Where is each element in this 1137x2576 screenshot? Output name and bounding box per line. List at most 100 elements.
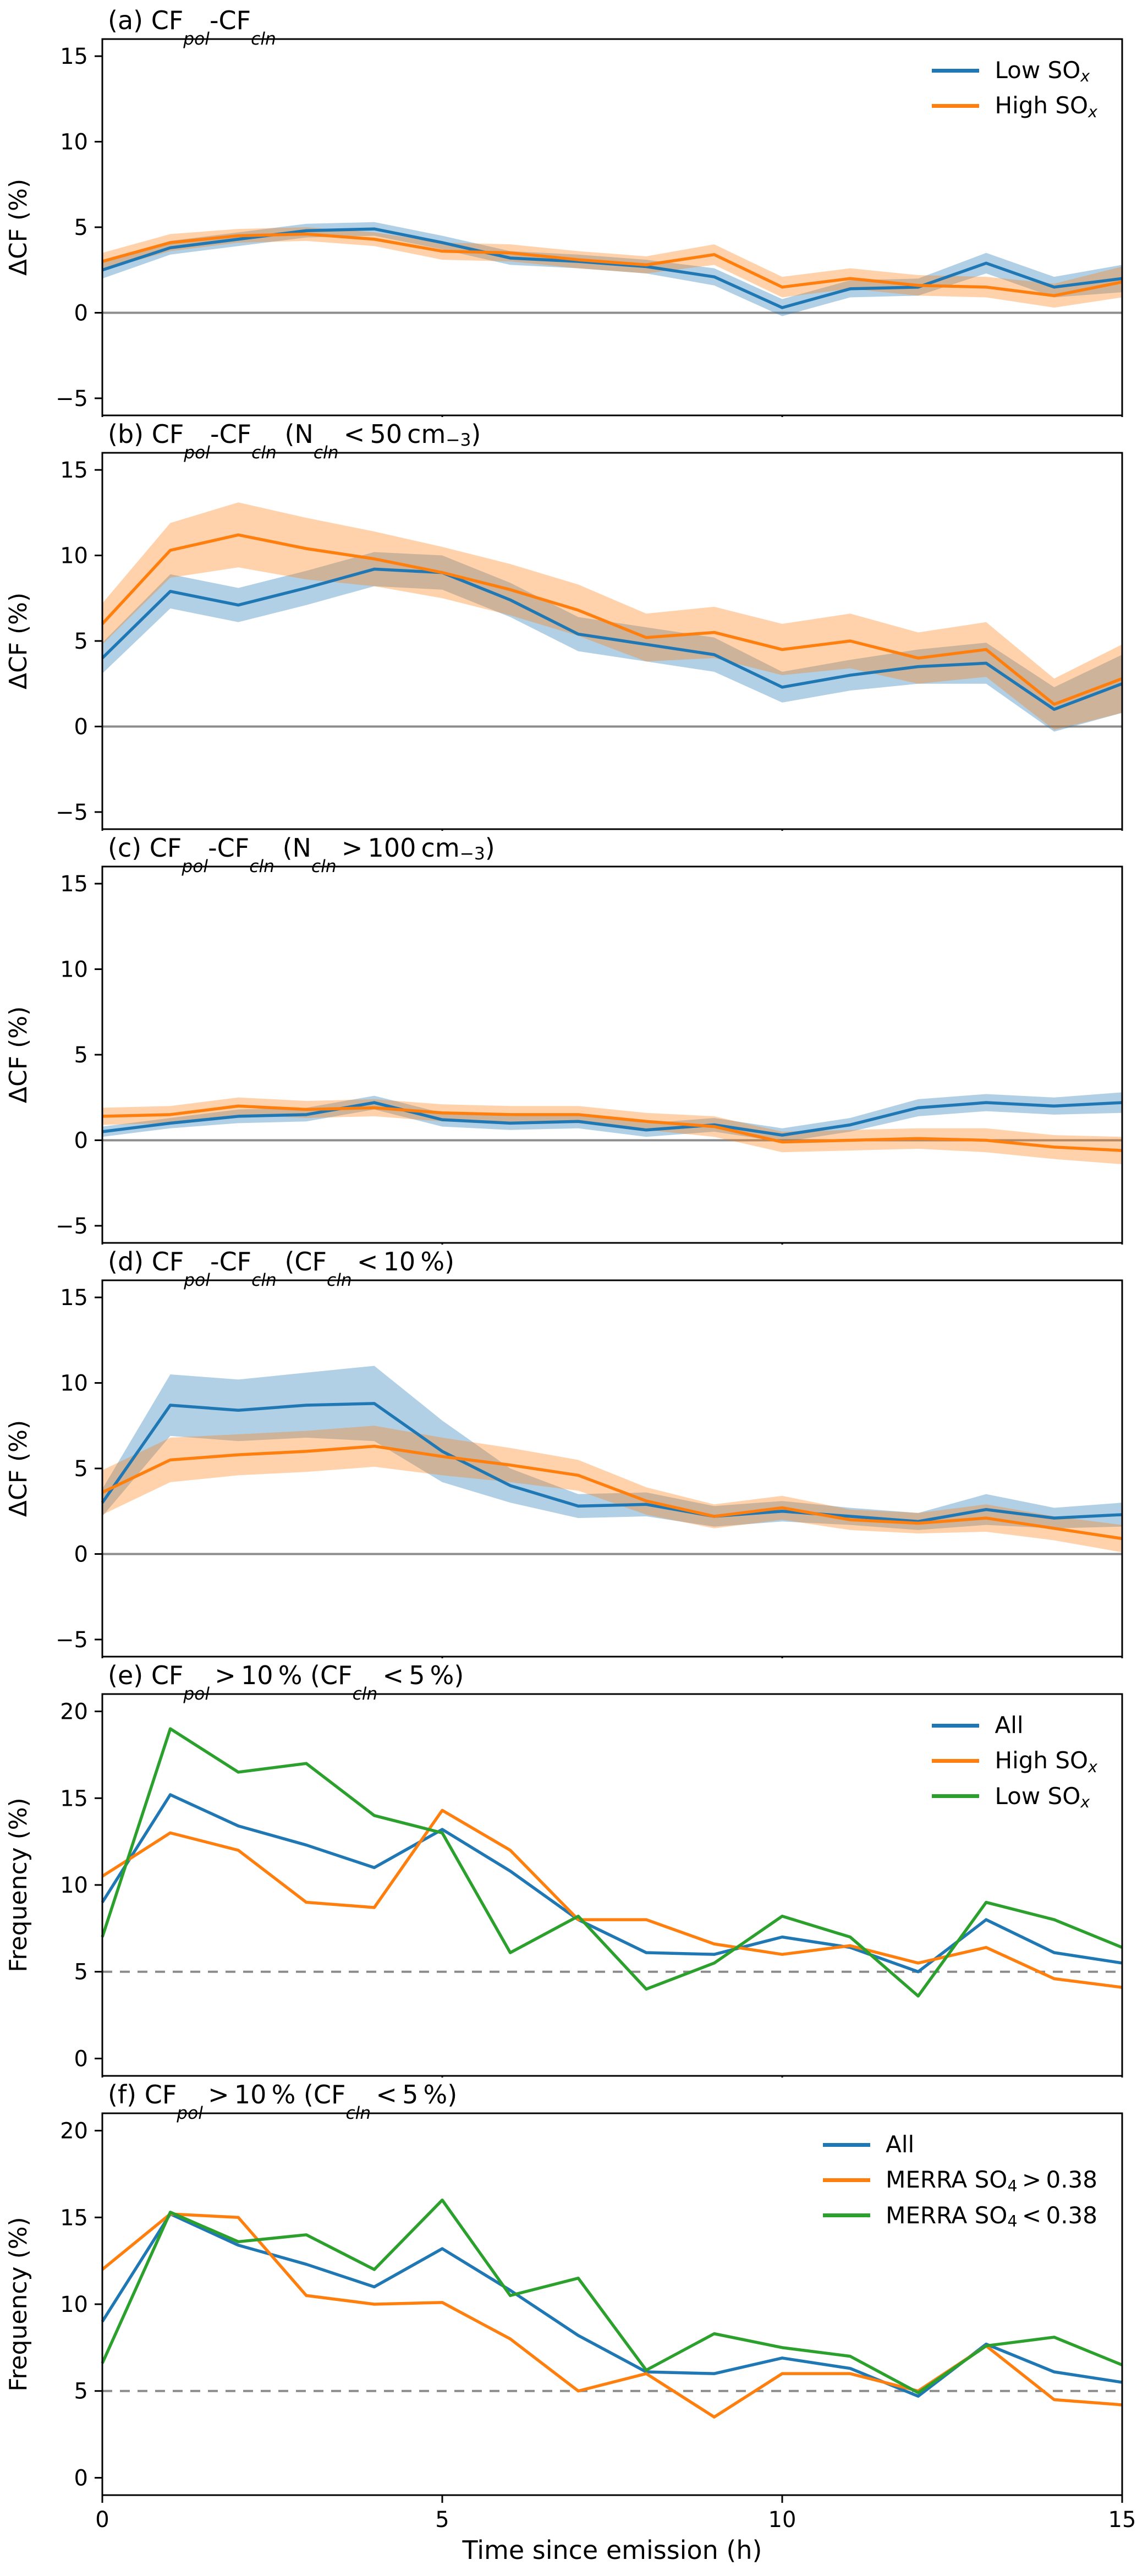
series-band [102,552,1122,732]
y-axis-title: Frequency (%) [4,1797,32,1972]
legend-line-swatch [932,1723,980,1728]
series-line [102,232,1123,298]
panel-svg-f: 0 5 10 15 20 0 5 10 15 Frequency (%) [4,2112,1136,2532]
series-line [101,1727,1123,1998]
panel-d: (d) CF pol -CF cln (CF cln < 10 %) −5 0 5 10 15 Δ… [0,1245,1137,1658]
legend-line-swatch [932,68,980,73]
y-axis-title: ΔCF (%) [4,179,32,276]
series-band [102,222,1122,316]
legend-label: High SOx [995,92,1097,121]
series-line [102,1104,1123,1152]
panel-svg-a: −5 0 5 10 15 ΔCF (%) [4,38,1123,417]
legend-line-swatch [823,2213,871,2218]
y-tick-label: 15 [60,44,88,69]
y-tick-label: 10 [60,957,88,983]
legend-entry: Low SOx [932,57,1097,84]
panel-svg-c: −5 0 5 10 15 ΔCF (%) [4,865,1123,1245]
series-line [102,1101,1123,1137]
legend-entry: High SOx [932,92,1097,119]
y-tick-label: 5 [74,215,88,240]
series-line [101,2212,1123,2419]
legend-entry: Low SOx [932,1783,1097,1810]
legend-line-swatch [932,1794,980,1799]
panel-a-title: (a) CF pol -CF cln [108,6,276,49]
y-axis-title: ΔCF (%) [4,1006,32,1103]
panel-c: (c) CF pol -CF cln (N cln > 100 cm −3) −5 0 5 10… [0,831,1137,1245]
y-tick-label: 5 [74,1456,88,1482]
legend: All MERRA SO4 > 0.38 MERRA SO4 < 0.38 [823,2131,1097,2229]
y-tick-label: 5 [74,1043,88,1068]
legend-line-swatch [823,2178,871,2182]
series-band [102,1097,1122,1164]
legend-label: Low SOx [995,57,1090,86]
y-tick-label: 15 [60,1285,88,1311]
x-tick-label: 5 [435,2507,449,2532]
legend-label: All [995,1712,1024,1739]
legend-line-swatch [932,1758,980,1763]
panel-svg-e: 0 5 10 15 20 Frequency (%) [4,1693,1123,2078]
y-tick-label: −5 [56,1214,88,1239]
panel-a: (a) CF pol -CF cln −5 0 5 10 15 ΔCF (%) Low SOx Hi… [0,3,1137,417]
y-tick-label: 15 [60,2205,88,2230]
panel-e: (e) CF pol > 10 % (CF cln < 5 %) 0 5 10 15 20 F… [0,1658,1137,2078]
panel-svg-b: −5 0 5 10 15 ΔCF (%) [4,452,1123,831]
panel-f-title: (f) CF pol > 10 % (CF cln < 5 %) [108,2080,458,2123]
panel-b-plot: −5 0 5 10 15 ΔCF (%) [0,451,1137,831]
y-tick-label: 0 [74,300,88,326]
y-tick-label: −5 [56,386,88,412]
series-line [101,1444,1123,1541]
y-tick-label: −5 [56,800,88,825]
x-tick-label: 15 [1108,2507,1136,2532]
y-tick-label: 10 [60,2292,88,2317]
y-tick-label: 20 [60,2119,88,2144]
panel-d-plot: −5 0 5 10 15 ΔCF (%) [0,1279,1137,1658]
legend-label: Low SOx [995,1782,1090,1811]
y-tick-label: 0 [74,2465,88,2491]
y-tick-label: 20 [60,1700,88,1725]
series-line [101,567,1123,711]
series-line [101,533,1123,706]
y-axis-title: ΔCF (%) [4,593,32,689]
legend: Low SOx High SOx [932,57,1097,119]
legend-label: All [886,2131,915,2158]
plot-border [101,865,1123,1244]
legend: All High SOx Low SOx [932,1712,1097,1810]
series-line [101,1402,1123,1523]
panel-a-plot: −5 0 5 10 15 ΔCF (%) Low SOx High SOx [0,37,1137,417]
y-axis-title: Frequency (%) [4,2217,32,2391]
x-tick-label: 10 [768,2507,797,2532]
panel-b: (b) CF pol -CF cln (N cln < 50 cm −3) −5 0 5 10 1… [0,417,1137,831]
y-tick-label: 10 [60,544,88,569]
y-tick-label: 15 [60,872,88,897]
legend-label: MERRA SO4 > 0.38 [886,2166,1097,2195]
series-line [101,1793,1123,1974]
y-tick-label: 5 [74,629,88,654]
y-tick-label: −5 [56,1627,88,1653]
y-tick-label: 5 [74,2379,88,2404]
legend-entry: All [823,2131,1097,2158]
panel-f-plot: 0 5 10 15 20 0 5 10 15 Frequency (%) All MERRA SO4 … [0,2112,1137,2532]
series-band [102,1366,1122,1530]
panel-e-title: (e) CF pol > 10 % (CF cln < 5 %) [108,1660,464,1704]
panel-e-plot: 0 5 10 15 20 Frequency (%) All High SOx Low SOx [0,1692,1137,2078]
panel-c-plot: −5 0 5 10 15 ΔCF (%) [0,865,1137,1245]
series-band [102,502,1122,730]
y-tick-label: 15 [60,458,88,483]
legend-line-swatch [932,103,980,108]
panel-c-title: (c) CF pol -CF cln (N cln > 100 cm −3) [108,833,495,876]
legend-entry: All [932,1712,1097,1739]
y-tick-label: 5 [74,1960,88,1985]
panel-b-title: (b) CF pol -CF cln (N cln < 50 cm −3) [108,419,481,463]
legend-label: High SOx [995,1747,1097,1776]
y-tick-label: 0 [74,714,88,739]
legend-entry: MERRA SO4 < 0.38 [823,2202,1097,2229]
y-tick-label: 0 [74,2046,88,2071]
y-tick-label: 15 [60,1786,88,1811]
panel-svg-d: −5 0 5 10 15 ΔCF (%) [4,1279,1123,1658]
x-tick-label: 0 [95,2507,109,2532]
legend-label: MERRA SO4 < 0.38 [886,2201,1097,2230]
series-line [101,2198,1123,2394]
y-tick-label: 0 [74,1542,88,1567]
y-tick-label: 10 [60,1873,88,1898]
